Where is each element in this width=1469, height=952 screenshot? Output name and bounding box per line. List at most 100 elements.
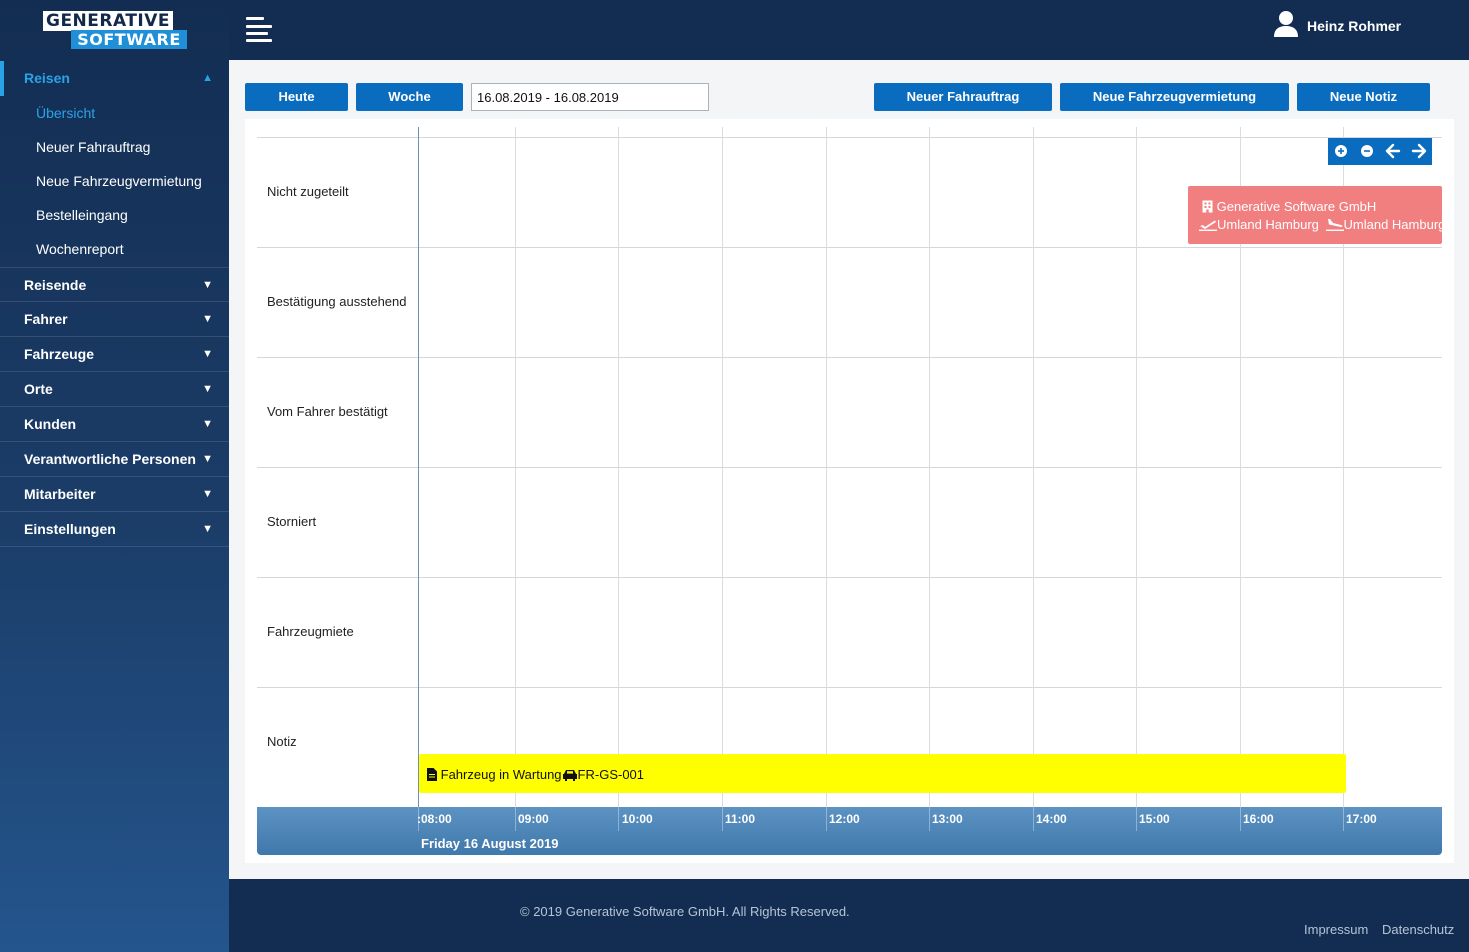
event-route-line: Umland Hamburg Umland Hamburg (1199, 216, 1442, 232)
new-note-button[interactable]: Neue Notiz (1297, 83, 1430, 111)
sidebar-item-einstellungen[interactable]: Einstellungen ▼ (0, 512, 229, 547)
sidebar-item-reisen[interactable]: Reisen ▲ (0, 61, 229, 96)
sidebar: GENERATIVE SOFTWARE Reisen ▲ Übersicht N… (0, 0, 229, 952)
sidebar-item-reisende[interactable]: Reisende ▼ (0, 267, 229, 302)
row-divider (257, 687, 1442, 688)
plane-departure-icon (1199, 220, 1217, 232)
hour-label: 13:00 (932, 812, 963, 826)
hour-label: 11:00 (725, 812, 756, 826)
hour-label: 16:00 (1243, 812, 1274, 826)
row-divider (257, 357, 1442, 358)
logo-line1: GENERATIVE (43, 11, 173, 31)
row-label-vom-fahrer-bestaetigt: Vom Fahrer bestätigt (267, 404, 388, 419)
grid-line (722, 127, 723, 807)
impressum-link[interactable]: Impressum (1304, 922, 1369, 937)
sidebar-subitem-neue-fahrzeugvermietung[interactable]: Neue Fahrzeugvermietung (36, 173, 202, 189)
sidebar-subitem-bestelleingang[interactable]: Bestelleingang (36, 207, 128, 223)
event-to: Umland Hamburg (1343, 217, 1443, 233)
sidebar-item-label: Reisende (24, 277, 87, 293)
zoom-in-icon[interactable] (1331, 141, 1351, 161)
sidebar-item-fahrzeuge[interactable]: Fahrzeuge ▼ (0, 337, 229, 372)
user-icon (1274, 11, 1298, 37)
chevron-down-icon: ▼ (202, 418, 213, 430)
chevron-down-icon: ▼ (202, 348, 213, 360)
hour-tick (1240, 807, 1241, 831)
row-label-notiz: Notiz (267, 734, 297, 749)
hour-label: 12:00 (829, 812, 860, 826)
sidebar-item-fahrer[interactable]: Fahrer ▼ (0, 302, 229, 337)
copyright-text: © 2019 Generative Software GmbH. All Rig… (520, 904, 850, 919)
grid-line (618, 127, 619, 807)
hour-label: 14:00 (1036, 812, 1067, 826)
hour-tick (929, 807, 930, 831)
grid-line (929, 127, 930, 807)
row-label-nicht-zugeteilt: Nicht zugeteilt (267, 184, 349, 199)
grid-line (1136, 127, 1137, 807)
file-icon (427, 768, 437, 782)
chevron-down-icon: ▼ (202, 279, 213, 291)
today-button[interactable]: Heute (245, 83, 348, 111)
chevron-down-icon: ▼ (202, 523, 213, 535)
row-label-fahrzeugmiete: Fahrzeugmiete (267, 624, 354, 639)
datenschutz-link[interactable]: Datenschutz (1382, 922, 1455, 937)
arrow-right-icon[interactable] (1409, 141, 1429, 161)
sidebar-subitem-uebersicht[interactable]: Übersicht (36, 105, 96, 121)
row-divider (257, 137, 1442, 138)
row-divider (257, 247, 1442, 248)
group-axis-line (418, 127, 419, 854)
event-note-label: Fahrzeug in Wartung (440, 767, 562, 783)
sidebar-item-label: Einstellungen (24, 521, 116, 537)
hour-tick (515, 807, 516, 831)
day-label: Friday 16 August 2019 (421, 836, 559, 851)
hour-tick (1033, 807, 1034, 831)
row-divider (257, 577, 1442, 578)
date-range-input[interactable] (471, 83, 709, 111)
hour-tick (1136, 807, 1137, 831)
chevron-down-icon: ▼ (202, 383, 213, 395)
sidebar-item-mitarbeiter[interactable]: Mitarbeiter ▼ (0, 477, 229, 512)
grid-line (1033, 127, 1034, 807)
hour-label: :08:00 (417, 812, 452, 826)
footer: © 2019 Generative Software GmbH. All Rig… (229, 879, 1469, 952)
chevron-down-icon: ▼ (202, 488, 213, 500)
sidebar-item-verantwortliche-personen[interactable]: Verantwortliche Personen ▼ (0, 442, 229, 477)
sidebar-item-kunden[interactable]: Kunden ▼ (0, 407, 229, 442)
sidebar-item-label: Verantwortliche Personen (24, 451, 196, 467)
grid-line (1343, 127, 1344, 807)
top-bar: Heinz Rohmer (229, 0, 1469, 60)
timeline-controls (1328, 138, 1432, 165)
arrow-left-icon[interactable] (1383, 141, 1403, 161)
hour-tick (618, 807, 619, 831)
hour-tick (722, 807, 723, 831)
building-icon (1202, 200, 1213, 213)
new-rental-button[interactable]: Neue Fahrzeugvermietung (1060, 83, 1289, 111)
plane-arrival-icon (1325, 219, 1344, 232)
maintenance-note-event[interactable]: Fahrzeug in Wartung FR-GS-001 (419, 754, 1346, 793)
grid-line (826, 127, 827, 807)
user-name: Heinz Rohmer (1307, 18, 1402, 34)
time-axis: :08:00 09:00 10:00 11:00 12:00 13:00 14:… (257, 807, 1442, 855)
zoom-out-icon[interactable] (1357, 141, 1377, 161)
logo-line2: SOFTWARE (71, 30, 187, 49)
new-order-button[interactable]: Neuer Fahrauftrag (874, 83, 1052, 111)
car-icon (562, 769, 577, 781)
chevron-down-icon: ▼ (202, 313, 213, 325)
hour-tick (826, 807, 827, 831)
sidebar-subitem-neuer-fahrauftrag[interactable]: Neuer Fahrauftrag (36, 139, 151, 155)
logo[interactable]: GENERATIVE SOFTWARE (43, 11, 187, 49)
event-company-line: Generative Software GmbH (1202, 198, 1376, 214)
sidebar-item-label: Mitarbeiter (24, 486, 96, 502)
sidebar-item-label: Orte (24, 381, 53, 397)
hour-label: 17:00 (1346, 812, 1377, 826)
trip-event[interactable]: Generative Software GmbH Umland Hamburg … (1188, 186, 1442, 244)
menu-toggle-icon[interactable] (246, 17, 274, 45)
week-button[interactable]: Woche (356, 83, 463, 111)
grid-line (515, 127, 516, 807)
sidebar-item-orte[interactable]: Orte ▼ (0, 372, 229, 407)
chevron-down-icon: ▼ (202, 453, 213, 465)
sidebar-item-label: Kunden (24, 416, 77, 432)
hour-label: 09:00 (518, 812, 549, 826)
hour-tick (418, 807, 419, 831)
event-company: Generative Software GmbH (1216, 199, 1377, 215)
sidebar-subitem-wochenreport[interactable]: Wochenreport (36, 241, 124, 257)
